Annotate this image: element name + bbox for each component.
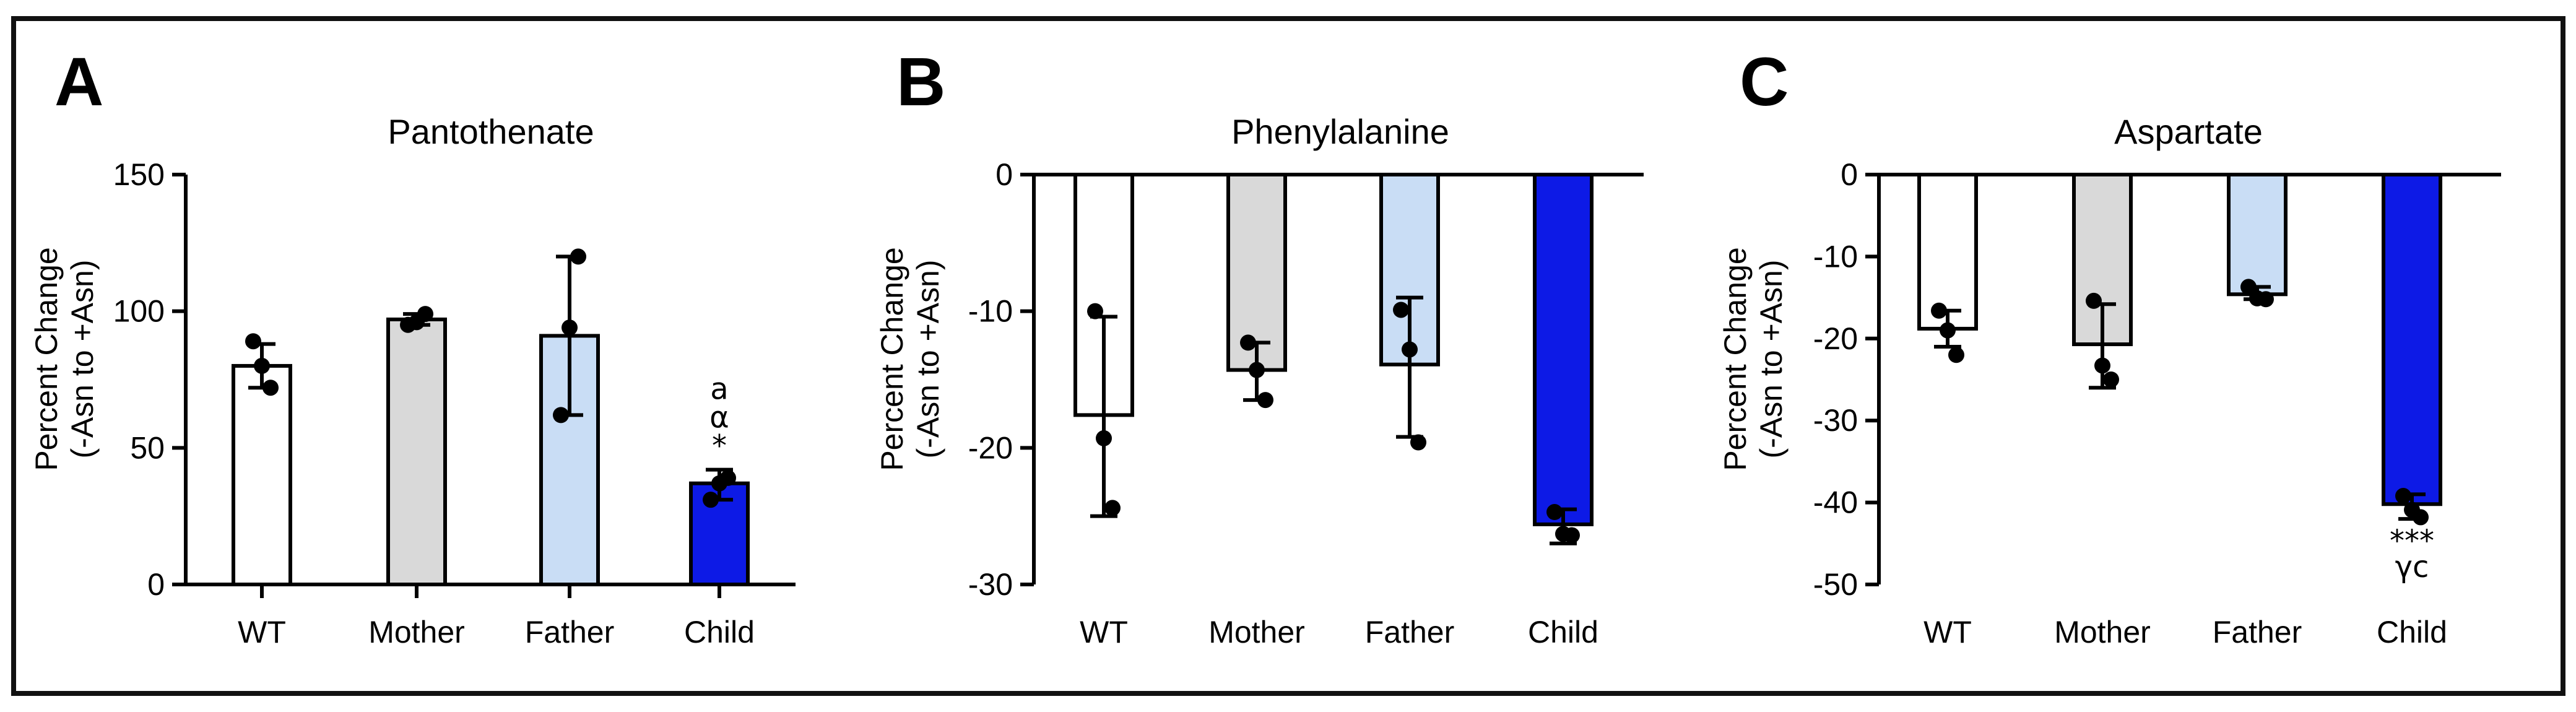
x-tick-label: Mother bbox=[1208, 615, 1305, 649]
x-tick-label: Father bbox=[2213, 615, 2302, 649]
bar-father bbox=[2227, 173, 2288, 297]
y-axis-label-line1: Percent Change bbox=[29, 247, 64, 471]
y-axis-label-line2: (-Asn to +Asn) bbox=[65, 260, 100, 459]
bar-child bbox=[1533, 173, 1594, 526]
y-tick-label: 0 bbox=[147, 567, 165, 602]
y-tick-label: 50 bbox=[130, 430, 165, 465]
data-point bbox=[720, 469, 736, 486]
data-point bbox=[2103, 371, 2119, 388]
data-point bbox=[417, 306, 433, 323]
panel-a: A Pantothenate Percent Change (-Asn to +… bbox=[29, 44, 796, 649]
y-tick-label: -30 bbox=[1813, 403, 1858, 438]
data-point bbox=[1096, 430, 1112, 446]
data-point bbox=[703, 492, 719, 508]
data-point bbox=[1940, 322, 1956, 339]
data-point bbox=[2094, 357, 2110, 374]
data-point bbox=[245, 333, 261, 350]
panel-letter: B bbox=[896, 44, 945, 120]
x-tick-label: WT bbox=[1923, 615, 1972, 649]
bar-mother bbox=[1226, 173, 1287, 372]
y-tick-label: 100 bbox=[113, 294, 165, 329]
y-tick-label: -10 bbox=[968, 294, 1013, 329]
x-tick-label: Father bbox=[1365, 615, 1455, 649]
bar-child bbox=[2382, 173, 2442, 506]
y-tick-label: -20 bbox=[968, 430, 1013, 465]
y-tick-label: -10 bbox=[1813, 239, 1858, 274]
panel-letter: A bbox=[54, 44, 103, 120]
x-tick-label: Father bbox=[525, 615, 615, 649]
significance-annotation: * bbox=[712, 429, 727, 464]
bar-wt bbox=[1917, 173, 1978, 331]
panel-c: C Aspartate Percent Change (-Asn to +Asn… bbox=[1718, 44, 2501, 649]
y-tick-label: 0 bbox=[1841, 157, 1858, 192]
data-point bbox=[1402, 341, 1418, 358]
figure-frame bbox=[11, 16, 2565, 696]
y-tick-label: 0 bbox=[995, 157, 1013, 192]
data-point bbox=[1249, 362, 1265, 378]
data-point bbox=[2086, 292, 2102, 309]
data-point bbox=[570, 248, 586, 265]
x-tick-label: WT bbox=[238, 615, 286, 649]
significance-annotation: α bbox=[709, 401, 729, 435]
chart-title: Pantothenate bbox=[388, 112, 594, 151]
data-point bbox=[1564, 527, 1580, 544]
data-point bbox=[2240, 279, 2257, 295]
x-tick-label: Mother bbox=[2054, 615, 2151, 649]
y-tick-label: -40 bbox=[1813, 485, 1858, 520]
data-point bbox=[2258, 291, 2274, 308]
x-tick-label: Mother bbox=[368, 615, 465, 649]
data-point bbox=[1948, 347, 1964, 363]
panel-letter: C bbox=[1740, 44, 1789, 120]
y-axis-label-line1: Percent Change bbox=[1718, 247, 1753, 471]
y-tick-label: 150 bbox=[113, 157, 165, 192]
x-tick-label: Child bbox=[1528, 615, 1598, 649]
data-point bbox=[1393, 302, 1409, 318]
x-tick-label: Child bbox=[2377, 615, 2447, 649]
data-point bbox=[553, 407, 569, 423]
data-point bbox=[254, 357, 270, 374]
x-tick-label: WT bbox=[1080, 615, 1128, 649]
data-point bbox=[562, 319, 578, 336]
chart-title: Phenylalanine bbox=[1231, 112, 1449, 151]
significance-annotation: a bbox=[710, 372, 728, 407]
data-point bbox=[262, 380, 279, 396]
data-point bbox=[1931, 302, 1947, 319]
significance-annotation: *** bbox=[2390, 524, 2434, 558]
panel-b: B Phenylalanine Percent Change (-Asn to … bbox=[875, 44, 1644, 649]
data-point bbox=[1546, 504, 1563, 521]
x-tick-label: Child bbox=[684, 615, 755, 649]
significance-annotation: γc bbox=[2395, 550, 2429, 584]
y-axis-label-line2: (-Asn to +Asn) bbox=[911, 260, 945, 459]
data-point bbox=[1410, 434, 1426, 451]
data-point bbox=[1240, 334, 1256, 351]
y-tick-label: -20 bbox=[1813, 321, 1858, 356]
y-tick-label: -50 bbox=[1813, 567, 1858, 602]
y-tick-label: -30 bbox=[968, 567, 1013, 602]
data-point bbox=[2395, 488, 2411, 505]
bar-wt bbox=[232, 363, 292, 587]
data-point bbox=[1257, 392, 1273, 409]
data-point bbox=[1087, 303, 1103, 319]
y-axis-label-line1: Percent Change bbox=[875, 247, 909, 471]
bar-mother bbox=[386, 317, 447, 586]
y-axis-label-line2: (-Asn to +Asn) bbox=[1754, 260, 1789, 459]
chart-title: Aspartate bbox=[2114, 112, 2263, 151]
data-point bbox=[2413, 509, 2429, 526]
data-point bbox=[1104, 500, 1121, 516]
